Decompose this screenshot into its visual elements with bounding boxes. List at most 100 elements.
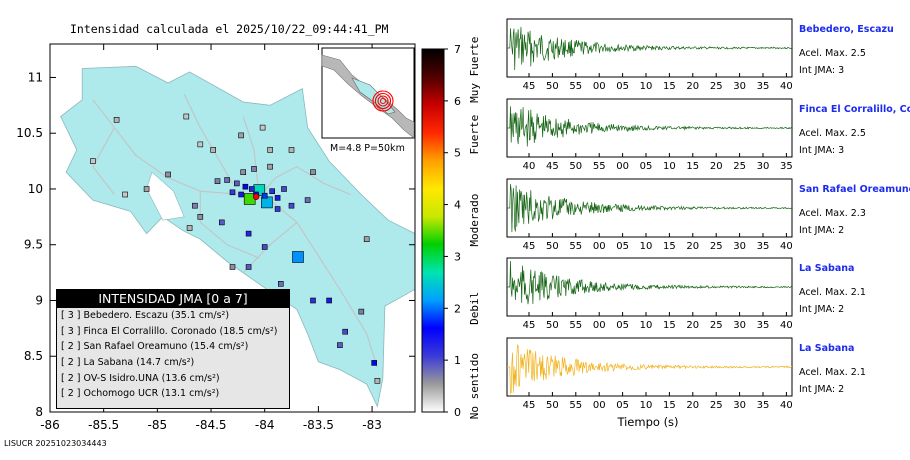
station-marker-49 xyxy=(267,147,273,153)
wave-tick-label: 45 xyxy=(523,400,536,411)
wave-tick-label: 10 xyxy=(640,320,653,331)
map-xtick-label-4: -84 xyxy=(255,418,275,432)
wave-tick-label: 40 xyxy=(780,320,793,331)
wave-tick-label: 45 xyxy=(523,320,536,331)
legend-rows: [ 3 ] Bebedero. Escazu (35.1 cm/s²)[ 3 ]… xyxy=(57,308,289,402)
wave-tick-label: 00 xyxy=(593,81,606,92)
station-name: La Sabana xyxy=(799,263,855,274)
station-marker-26 xyxy=(197,214,204,220)
wave-tick-label: 35 xyxy=(757,400,770,411)
inset-epicenter-ring-0 xyxy=(372,90,394,112)
wave-tick-label: 05 xyxy=(616,400,629,411)
legend-row-station: OV-S Isidro.UNA (13.6 cm/s²) xyxy=(80,372,220,384)
inset-magnitude-label: M=4.8 P=50km xyxy=(330,143,405,154)
station-marker-45 xyxy=(90,158,96,164)
wave-tick-label: 55 xyxy=(569,241,582,252)
wave-tick-label: 20 xyxy=(710,161,723,172)
station-marker-36 xyxy=(277,280,284,287)
station-jma-intensity: Int JMA: 2 xyxy=(799,384,845,395)
wave-tick-label: 30 xyxy=(757,161,770,172)
wave-tick-label: 30 xyxy=(733,400,746,411)
station-marker-23 xyxy=(288,147,295,153)
wave-tick-label: 30 xyxy=(733,81,746,92)
waveform-trace-3 xyxy=(507,260,792,305)
wave-tick-label: 20 xyxy=(686,320,699,331)
epicenter-marker xyxy=(252,193,260,201)
wave-tick-label: 05 xyxy=(640,161,653,172)
station-marker-33 xyxy=(186,225,193,231)
wave-tick-label: 15 xyxy=(686,161,699,172)
station-marker-4 xyxy=(242,183,249,190)
colorbar-category-3: Fuerte xyxy=(468,115,481,155)
station-marker-8 xyxy=(261,192,268,199)
station-marker-32 xyxy=(261,244,268,250)
legend-row: [ 2 ] Ochomogo UCR (13.1 cm/s²) xyxy=(57,386,289,402)
wave-tick-label: 25 xyxy=(710,241,723,252)
wave-tick-label: 20 xyxy=(686,400,699,411)
page-title: Intensidad calculada el 2025/10/22_09:44… xyxy=(70,22,389,36)
road-4 xyxy=(92,127,115,195)
station-marker-40 xyxy=(337,342,343,348)
station-marker-44 xyxy=(113,117,120,123)
station-marker-13 xyxy=(281,186,287,192)
road-5 xyxy=(199,191,260,259)
wave-tick-label: 10 xyxy=(640,81,653,92)
wave-tick-label: 55 xyxy=(593,161,606,172)
station-jma-intensity: Int JMA: 2 xyxy=(799,225,845,236)
inset-epicenter-ring-3 xyxy=(379,97,387,105)
station-marker-47 xyxy=(122,191,128,198)
station-jma-intensity: Int JMA: 2 xyxy=(799,304,845,315)
waveform-trace-2 xyxy=(507,184,793,233)
legend-row-intensity: [ 3 ] xyxy=(61,325,81,337)
legend-row-intensity: [ 2 ] xyxy=(61,357,81,369)
inset-costa-rica xyxy=(351,77,396,115)
station-marker-10 xyxy=(234,180,240,187)
costa-rica-land xyxy=(60,65,416,408)
wave-tick-label: 00 xyxy=(593,400,606,411)
wave-tick-label: 50 xyxy=(546,241,559,252)
legend-title: INTENSIDAD JMA [0 a 7] xyxy=(57,290,289,308)
waveform-trace-4 xyxy=(507,344,793,395)
wave-tick-label: 10 xyxy=(663,161,676,172)
station-name: Finca El Corralillo, Coro xyxy=(799,104,910,115)
station-marker-15 xyxy=(214,178,221,184)
map-xtick-label-3: -84.5 xyxy=(195,418,226,432)
map-xtick-label-2: -85 xyxy=(148,418,168,432)
road-3 xyxy=(242,116,260,197)
station-marker-39 xyxy=(342,328,349,335)
station-marker-19 xyxy=(210,147,216,153)
station-name: Bebedero, Escazu xyxy=(799,24,894,35)
legend-row-intensity: [ 3 ] xyxy=(61,310,81,321)
wave-tick-label: 40 xyxy=(780,241,793,252)
colorbar-gradient xyxy=(421,48,445,413)
legend-row-station: Bebedero. Escazu (35.1 cm/s²) xyxy=(80,310,230,321)
station-marker-22 xyxy=(238,132,244,139)
legend-row-intensity: [ 2 ] xyxy=(61,388,81,400)
station-marker-30 xyxy=(304,197,311,203)
station-marker-11 xyxy=(229,189,236,196)
wave-tick-label: 15 xyxy=(663,320,676,331)
map-xtick-label-5: -83.5 xyxy=(303,418,334,432)
wave-tick-label: 35 xyxy=(757,320,770,331)
wave-tick-label: 35 xyxy=(757,241,770,252)
wave-tick-label: 25 xyxy=(710,320,723,331)
colorbar-tick-label-3: 3 xyxy=(454,250,461,263)
station-marker-14 xyxy=(224,177,230,183)
colorbar-tick-label-1: 1 xyxy=(454,354,461,367)
station-max-accel: Acel. Max. 2.1 xyxy=(799,287,866,298)
station-marker-3 xyxy=(292,251,304,263)
wave-tick-label: 15 xyxy=(663,400,676,411)
map-ytick-label-4: 9 xyxy=(35,293,43,307)
station-name: La Sabana xyxy=(799,343,855,354)
station-jma-intensity: Int JMA: 3 xyxy=(799,65,845,76)
station-marker-31 xyxy=(245,230,252,237)
wave-tick-label: 25 xyxy=(710,81,723,92)
wave-tick-label: 10 xyxy=(640,400,653,411)
legend-row: [ 2 ] La Sabana (14.7 cm/s²) xyxy=(57,355,289,371)
road-6 xyxy=(242,221,298,273)
legend-row: [ 2 ] OV-S Isidro.UNA (13.6 cm/s²) xyxy=(57,371,289,387)
wave-tick-label: 25 xyxy=(710,400,723,411)
colorbar-category-4: Muy Fuerte xyxy=(468,37,481,103)
station-marker-46 xyxy=(143,186,150,192)
wave-tick-label: 55 xyxy=(569,320,582,331)
